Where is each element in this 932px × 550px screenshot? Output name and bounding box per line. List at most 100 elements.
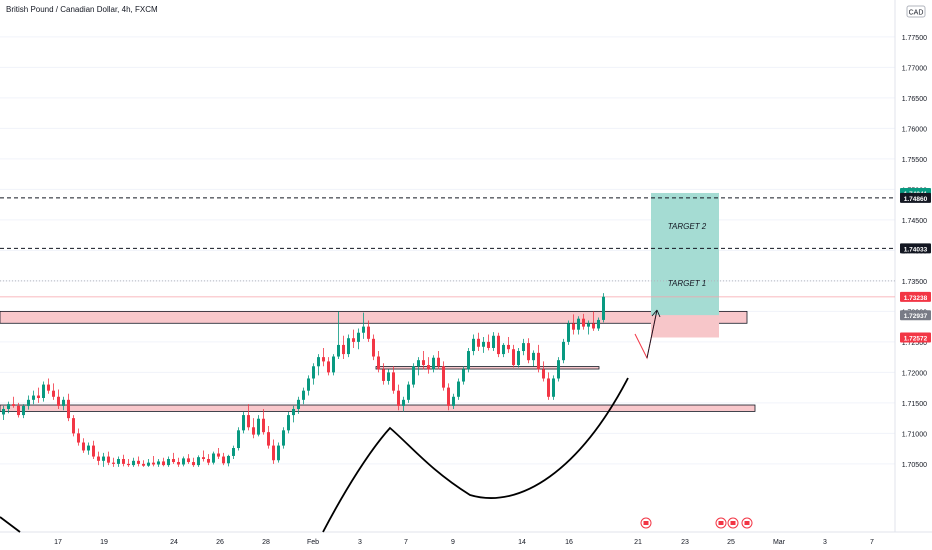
candle-body [152,462,155,465]
candle-body [87,445,90,451]
price-label: 1.73238 [904,295,928,302]
candle-body [402,399,405,406]
candle-body [172,459,175,463]
candle-body [352,338,355,342]
price-label-box [900,332,931,343]
candle-body [212,453,215,463]
candle-body [127,463,130,466]
candle-body [227,455,230,464]
x-tick-label: Mar [773,539,786,546]
candle-body [567,323,570,342]
neckline-zone [375,366,600,370]
x-tick-label: 16 [565,539,573,546]
candle-body [462,369,465,382]
resistance-zone [0,310,748,324]
candle-body [107,456,110,463]
x-tick-label: 3 [823,539,827,546]
x-tick-label: 23 [681,539,689,546]
price-label: 1.72572 [904,335,928,342]
candle-body [337,344,340,357]
price-label-box [900,310,931,321]
price-label-box [900,192,931,203]
candle-body [237,430,240,449]
candle-body [262,418,265,433]
candle-body [162,461,165,466]
event-flag-icon [718,521,724,525]
candle-body [377,356,380,370]
x-tick-label: 14 [518,539,526,546]
candle-body [52,390,55,397]
y-tick-label: 1.72500 [902,340,927,347]
cup-curve [322,377,629,533]
candle-body [302,390,305,400]
candle-body [572,323,575,330]
target-2-label: TARGET 2 [668,222,707,231]
candle-body [512,349,515,366]
candle-body [67,399,70,419]
candle-body [327,361,330,373]
candle-body [297,399,300,409]
candle-body [497,335,500,355]
candle-body [362,326,365,333]
y-tick-label: 1.72000 [902,370,927,377]
x-tick-label: Feb [307,539,319,546]
candle-body [412,366,415,385]
candle-body [467,351,470,370]
y-tick-label: 1.74500 [902,218,927,225]
candle-body [487,341,490,348]
candle-body [597,319,600,329]
y-tick-label: 1.77000 [902,65,927,72]
candle-body [182,458,185,465]
candle-body [292,408,295,416]
candle-body [372,338,375,357]
candle-body [527,343,530,361]
candle-body [522,343,525,352]
candle-body [57,396,60,406]
candle-body [532,352,535,361]
candle-body [332,356,335,373]
left-curve [0,516,21,533]
candle-body [47,384,50,391]
x-tick-label: 28 [262,539,270,546]
x-tick-label: 24 [170,539,178,546]
candle-body [517,351,520,366]
x-tick-label: 7 [870,539,874,546]
candle-body [207,459,210,463]
candle-body [562,341,565,361]
candle-body [97,456,100,461]
candle-body [322,357,325,362]
candle-body [587,323,590,327]
candle-body [472,338,475,352]
candle-body [542,369,545,379]
candle-body [17,405,20,416]
price-label-box [900,243,931,254]
candle-body [142,463,145,466]
candle-body [177,462,180,465]
candle-body [257,418,260,435]
candle-body [137,460,140,464]
price-label: 1.72937 [904,313,928,320]
candle-body [502,344,505,355]
candle-body [37,395,40,398]
candle-body [132,460,135,466]
x-tick-label: 26 [216,539,224,546]
candle-body [397,390,400,406]
event-flag-icon [744,521,750,525]
candle-body [217,453,220,457]
candle-body [247,415,250,428]
candle-body [242,415,245,431]
event-flag-icon [730,521,736,525]
candle-body [12,404,15,406]
candle-body [582,318,585,327]
candle-body [457,381,460,397]
x-tick-label: 9 [451,539,455,546]
candle-body [147,462,150,466]
candle-body [252,427,255,435]
candle-body [312,366,315,379]
candle-body [62,399,65,406]
stop-area [651,315,719,338]
candle-body [22,405,25,416]
currency-badge [906,5,926,18]
candle-body [42,384,45,398]
